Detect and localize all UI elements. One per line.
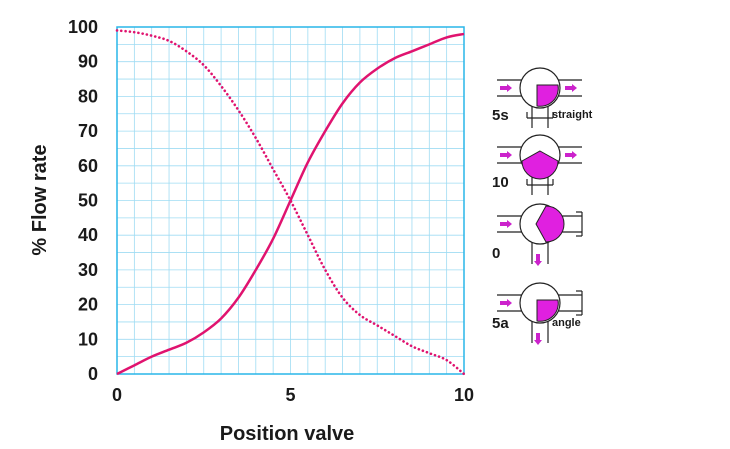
y-tick-label: 30 bbox=[78, 260, 98, 280]
flow-arrow-head-icon bbox=[507, 151, 512, 159]
x-tick-label: 10 bbox=[454, 385, 474, 405]
valve-position-note: straight bbox=[552, 109, 593, 121]
valve-rotor-icon bbox=[536, 299, 559, 322]
flow-arrow-head-icon bbox=[534, 261, 542, 266]
y-tick-label: 50 bbox=[78, 191, 98, 211]
series-layer bbox=[115, 29, 466, 376]
series-line-dotted bbox=[115, 29, 466, 376]
valve-diagram: 0 bbox=[492, 203, 583, 266]
flow-arrow-icon bbox=[536, 333, 540, 340]
flow-arrow-head-icon bbox=[534, 340, 542, 345]
y-tick-label: 10 bbox=[78, 329, 98, 349]
valve-position-label: 5a bbox=[492, 315, 509, 332]
y-tick-label: 90 bbox=[78, 52, 98, 72]
flow-arrow-head-icon bbox=[507, 84, 512, 92]
x-tick-label: 5 bbox=[285, 385, 295, 405]
y-tick-labels: 0 10 20 30 40 50 60 70 80 90 100 bbox=[68, 17, 98, 384]
valve-rotor-icon bbox=[535, 205, 565, 243]
flow-arrow-icon bbox=[500, 86, 507, 90]
y-axis-title: % Flow rate bbox=[29, 144, 51, 255]
valve-rotor-icon bbox=[521, 150, 559, 180]
plot-frame bbox=[116, 26, 465, 375]
x-tick-label: 0 bbox=[112, 385, 122, 405]
flow-arrow-head-icon bbox=[572, 151, 577, 159]
flow-arrow-icon bbox=[500, 301, 507, 305]
valve-rotor-icon bbox=[536, 84, 559, 107]
y-tick-label: 0 bbox=[88, 364, 98, 384]
y-tick-label: 80 bbox=[78, 86, 98, 106]
x-axis-title: Position valve bbox=[220, 423, 355, 445]
flow-arrow-head-icon bbox=[572, 84, 577, 92]
x-tick-labels: 0 5 10 bbox=[112, 385, 474, 405]
flow-arrow-icon bbox=[536, 254, 540, 261]
y-tick-label: 20 bbox=[78, 295, 98, 315]
y-tick-label: 70 bbox=[78, 121, 98, 141]
valve-position-label: 5s bbox=[492, 107, 509, 124]
grid bbox=[116, 26, 465, 375]
valve-position-diagrams: 5s straight 10 0 5a angle bbox=[492, 67, 593, 345]
flow-arrow-icon bbox=[500, 222, 507, 226]
valve-diagram: 5a angle bbox=[492, 282, 583, 345]
flow-arrow-head-icon bbox=[507, 220, 512, 228]
flow-arrow-icon bbox=[500, 153, 507, 157]
flow-arrow-icon bbox=[565, 153, 572, 157]
valve-position-label: 0 bbox=[492, 245, 500, 262]
flow-arrow-icon bbox=[565, 86, 572, 90]
valve-diagram: 10 bbox=[492, 134, 582, 195]
valve-position-note: angle bbox=[552, 317, 581, 329]
flow-arrow-head-icon bbox=[507, 299, 512, 307]
y-tick-label: 60 bbox=[78, 156, 98, 176]
y-tick-label: 100 bbox=[68, 17, 98, 37]
valve-position-label: 10 bbox=[492, 174, 509, 191]
valve-diagram: 5s straight bbox=[492, 67, 593, 128]
y-tick-label: 40 bbox=[78, 225, 98, 245]
